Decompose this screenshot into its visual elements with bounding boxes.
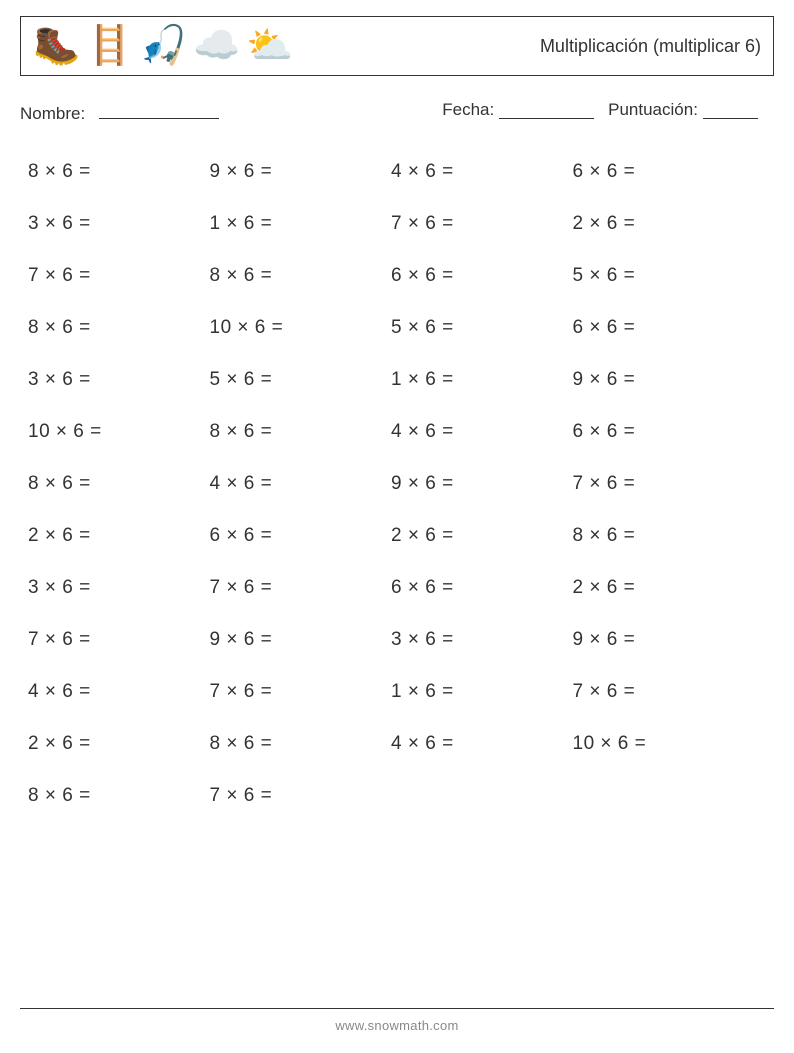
problem-cell: 1 × 6 = [210,198,382,250]
problem-cell: 7 × 6 = [391,198,563,250]
ladder-icon: 🪜 [86,27,133,65]
name-label: Nombre: [20,104,85,123]
problem-cell: 9 × 6 = [573,354,745,406]
problem-cell: 2 × 6 = [573,198,745,250]
problem-cell: 6 × 6 = [391,250,563,302]
problem-cell: 9 × 6 = [391,458,563,510]
problem-cell: 6 × 6 = [391,562,563,614]
problem-cell: 8 × 6 = [28,770,200,822]
problem-cell: 5 × 6 = [573,250,745,302]
date-blank[interactable] [499,100,594,119]
problem-cell: 7 × 6 = [210,770,382,822]
student-info-row: Nombre: Fecha: Puntuación: [20,100,774,124]
problem-cell: 6 × 6 = [210,510,382,562]
problem-cell: 1 × 6 = [391,666,563,718]
hook-icon: 🎣 [140,27,187,65]
problem-cell: 9 × 6 = [210,614,382,666]
problem-cell: 4 × 6 = [391,718,563,770]
problem-cell: 5 × 6 = [391,302,563,354]
problem-cell: 3 × 6 = [28,198,200,250]
problem-cell: 9 × 6 = [573,614,745,666]
problem-cell: 3 × 6 = [28,562,200,614]
header-icons: 🥾 🪜 🎣 ☁️ ⛅ [33,27,294,65]
footer-site: www.snowmath.com [0,1018,794,1033]
problem-cell: 4 × 6 = [28,666,200,718]
score-blank[interactable] [703,100,758,119]
problem-cell: 8 × 6 = [210,718,382,770]
problem-cell: 5 × 6 = [210,354,382,406]
score-label: Puntuación: [608,100,698,124]
footer-divider [20,1008,774,1009]
worksheet-header: 🥾 🪜 🎣 ☁️ ⛅ Multiplicación (multiplicar 6… [20,16,774,76]
problem-cell: 4 × 6 = [391,406,563,458]
cloud-icon: ☁️ [193,27,240,65]
problems-grid: 8 × 6 =9 × 6 =4 × 6 =6 × 6 =3 × 6 =1 × 6… [20,146,774,822]
problem-cell: 2 × 6 = [573,562,745,614]
problem-cell: 9 × 6 = [210,146,382,198]
problem-cell: 4 × 6 = [391,146,563,198]
problem-cell: 7 × 6 = [573,458,745,510]
problem-cell: 3 × 6 = [391,614,563,666]
problem-cell: 8 × 6 = [28,146,200,198]
problem-cell: 8 × 6 = [573,510,745,562]
problem-cell: 3 × 6 = [28,354,200,406]
problem-cell: 8 × 6 = [210,250,382,302]
problem-cell: 7 × 6 = [210,562,382,614]
problem-cell: 10 × 6 = [210,302,382,354]
sun-cloud-icon: ⛅ [246,27,293,65]
problem-cell: 8 × 6 = [28,458,200,510]
date-label: Fecha: [442,100,494,124]
problem-cell: 6 × 6 = [573,406,745,458]
problem-cell: 10 × 6 = [28,406,200,458]
problem-cell: 2 × 6 = [28,718,200,770]
name-blank[interactable] [99,100,219,119]
problem-cell: 2 × 6 = [391,510,563,562]
problem-cell: 8 × 6 = [28,302,200,354]
worksheet-title: Multiplicación (multiplicar 6) [540,36,761,57]
problem-cell: 6 × 6 = [573,302,745,354]
problem-cell: 10 × 6 = [573,718,745,770]
problem-cell: 4 × 6 = [210,458,382,510]
problem-cell: 7 × 6 = [28,250,200,302]
boot-icon: 🥾 [33,27,80,65]
problem-cell: 8 × 6 = [210,406,382,458]
problem-cell: 2 × 6 = [28,510,200,562]
problem-cell: 6 × 6 = [573,146,745,198]
problem-cell: 7 × 6 = [573,666,745,718]
problem-cell: 1 × 6 = [391,354,563,406]
problem-cell: 7 × 6 = [28,614,200,666]
problem-cell: 7 × 6 = [210,666,382,718]
